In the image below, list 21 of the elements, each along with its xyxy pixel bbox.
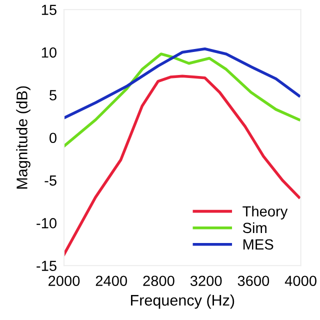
y-tick-label: -10 — [36, 218, 56, 228]
line-series — [64, 52, 300, 148]
y-tick-label: 0 — [50, 132, 56, 144]
y-tick-label: 5 — [50, 90, 56, 100]
y-tick-label: 10 — [42, 47, 56, 58]
legend-label: MES — [243, 239, 274, 250]
x-tick-label: 2800 — [143, 276, 174, 286]
line-series — [64, 74, 300, 256]
x-tick-label: 2400 — [96, 276, 128, 286]
legend-label: Sim — [242, 222, 266, 234]
x-axis-title: Frequency (Hz) — [131, 294, 234, 309]
legend-label: Theory — [242, 206, 288, 220]
y-tick-label: -15 — [36, 260, 56, 272]
x-tick-label: 3600 — [238, 276, 270, 286]
y-tick-label: 15 — [42, 4, 56, 16]
line-series — [64, 47, 300, 120]
x-tick-label: 3200 — [190, 276, 222, 286]
y-axis-title: Magnitude (dB) — [16, 86, 30, 189]
x-tick-label: 4000 — [284, 276, 316, 286]
x-tick-label: 2000 — [48, 276, 80, 286]
y-tick-label: -5 — [44, 176, 56, 186]
